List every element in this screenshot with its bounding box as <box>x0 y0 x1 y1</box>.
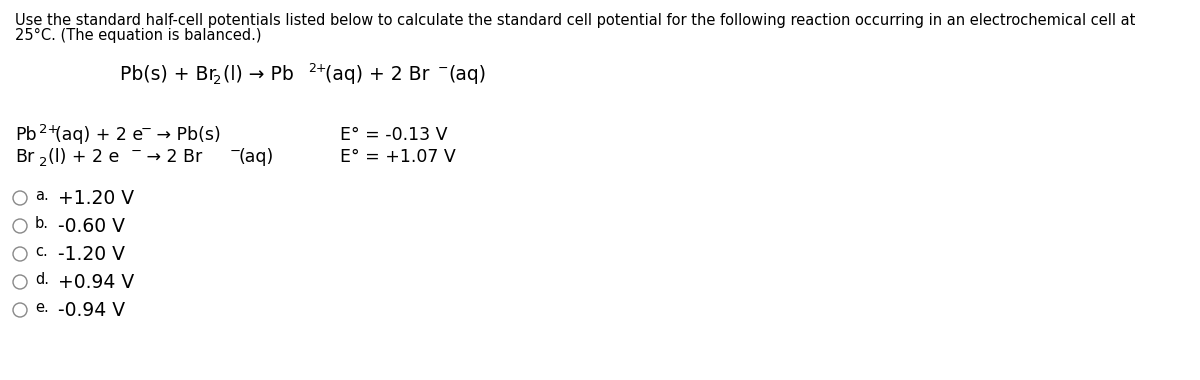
Text: -0.60 V: -0.60 V <box>58 217 125 236</box>
Text: 25°C. (The equation is balanced.): 25°C. (The equation is balanced.) <box>14 28 262 43</box>
Text: (aq) + 2 e: (aq) + 2 e <box>55 126 143 144</box>
Text: (l) + 2 e: (l) + 2 e <box>48 148 119 166</box>
Text: 2: 2 <box>38 156 48 169</box>
Text: 2+: 2+ <box>38 123 59 136</box>
Text: −: − <box>142 123 152 136</box>
Text: +0.94 V: +0.94 V <box>58 272 134 291</box>
Text: e.: e. <box>35 301 49 315</box>
Text: −: − <box>438 62 449 75</box>
Text: c.: c. <box>35 244 48 260</box>
Text: (aq): (aq) <box>239 148 275 166</box>
Text: Pb(s) + Br: Pb(s) + Br <box>120 65 216 84</box>
Text: Pb: Pb <box>14 126 37 144</box>
Text: Use the standard half-cell potentials listed below to calculate the standard cel: Use the standard half-cell potentials li… <box>14 13 1135 28</box>
Text: → Pb(s): → Pb(s) <box>151 126 221 144</box>
Text: 2: 2 <box>214 74 222 87</box>
Text: (aq) + 2 Br: (aq) + 2 Br <box>325 65 430 84</box>
Text: d.: d. <box>35 272 49 288</box>
Text: −: − <box>230 145 241 158</box>
Text: -1.20 V: -1.20 V <box>58 244 125 263</box>
Text: (l) → Pb: (l) → Pb <box>223 65 300 84</box>
Text: (aq): (aq) <box>448 65 486 84</box>
Text: b.: b. <box>35 217 49 231</box>
Text: +1.20 V: +1.20 V <box>58 188 134 207</box>
Text: a.: a. <box>35 188 49 204</box>
Text: E° = -0.13 V: E° = -0.13 V <box>340 126 448 144</box>
Text: Br: Br <box>14 148 35 166</box>
Text: → 2 Br: → 2 Br <box>142 148 203 166</box>
Text: 2+: 2+ <box>308 62 326 75</box>
Text: E° = +1.07 V: E° = +1.07 V <box>340 148 456 166</box>
Text: −: − <box>131 145 142 158</box>
Text: -0.94 V: -0.94 V <box>58 301 125 320</box>
